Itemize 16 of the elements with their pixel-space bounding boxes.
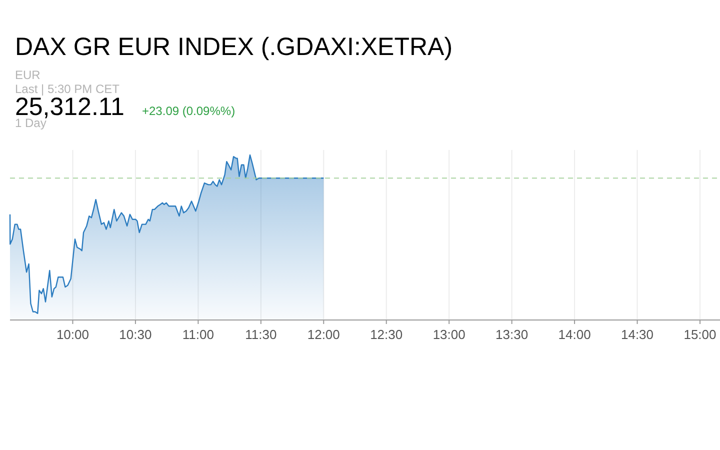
- x-tick-label: 12:00: [307, 327, 340, 342]
- x-tick-label: 10:30: [119, 327, 152, 342]
- x-tick-label: 13:00: [432, 327, 466, 342]
- x-tick-label: 13:30: [496, 327, 528, 342]
- text: +23.09 (0.09%%): [142, 104, 236, 118]
- x-tick-label: 14:00: [558, 327, 591, 342]
- chart-title: DAX GR EUR INDEX (.GDAXI:XETRA): [15, 33, 453, 61]
- x-tick-label: 14:30: [621, 327, 654, 342]
- chart-subtitle: EUR: [15, 68, 41, 82]
- x-tick-label: 11:00: [182, 327, 214, 342]
- x-tick-label: 12:30: [370, 327, 403, 342]
- text: Last | 5:30 PM CET: [15, 82, 120, 96]
- x-tick-label: 11:30: [245, 327, 277, 342]
- text: 1 Day: [15, 116, 46, 130]
- x-tick-label: 15:00: [684, 327, 716, 342]
- x-tick-label: 10:00: [56, 327, 89, 342]
